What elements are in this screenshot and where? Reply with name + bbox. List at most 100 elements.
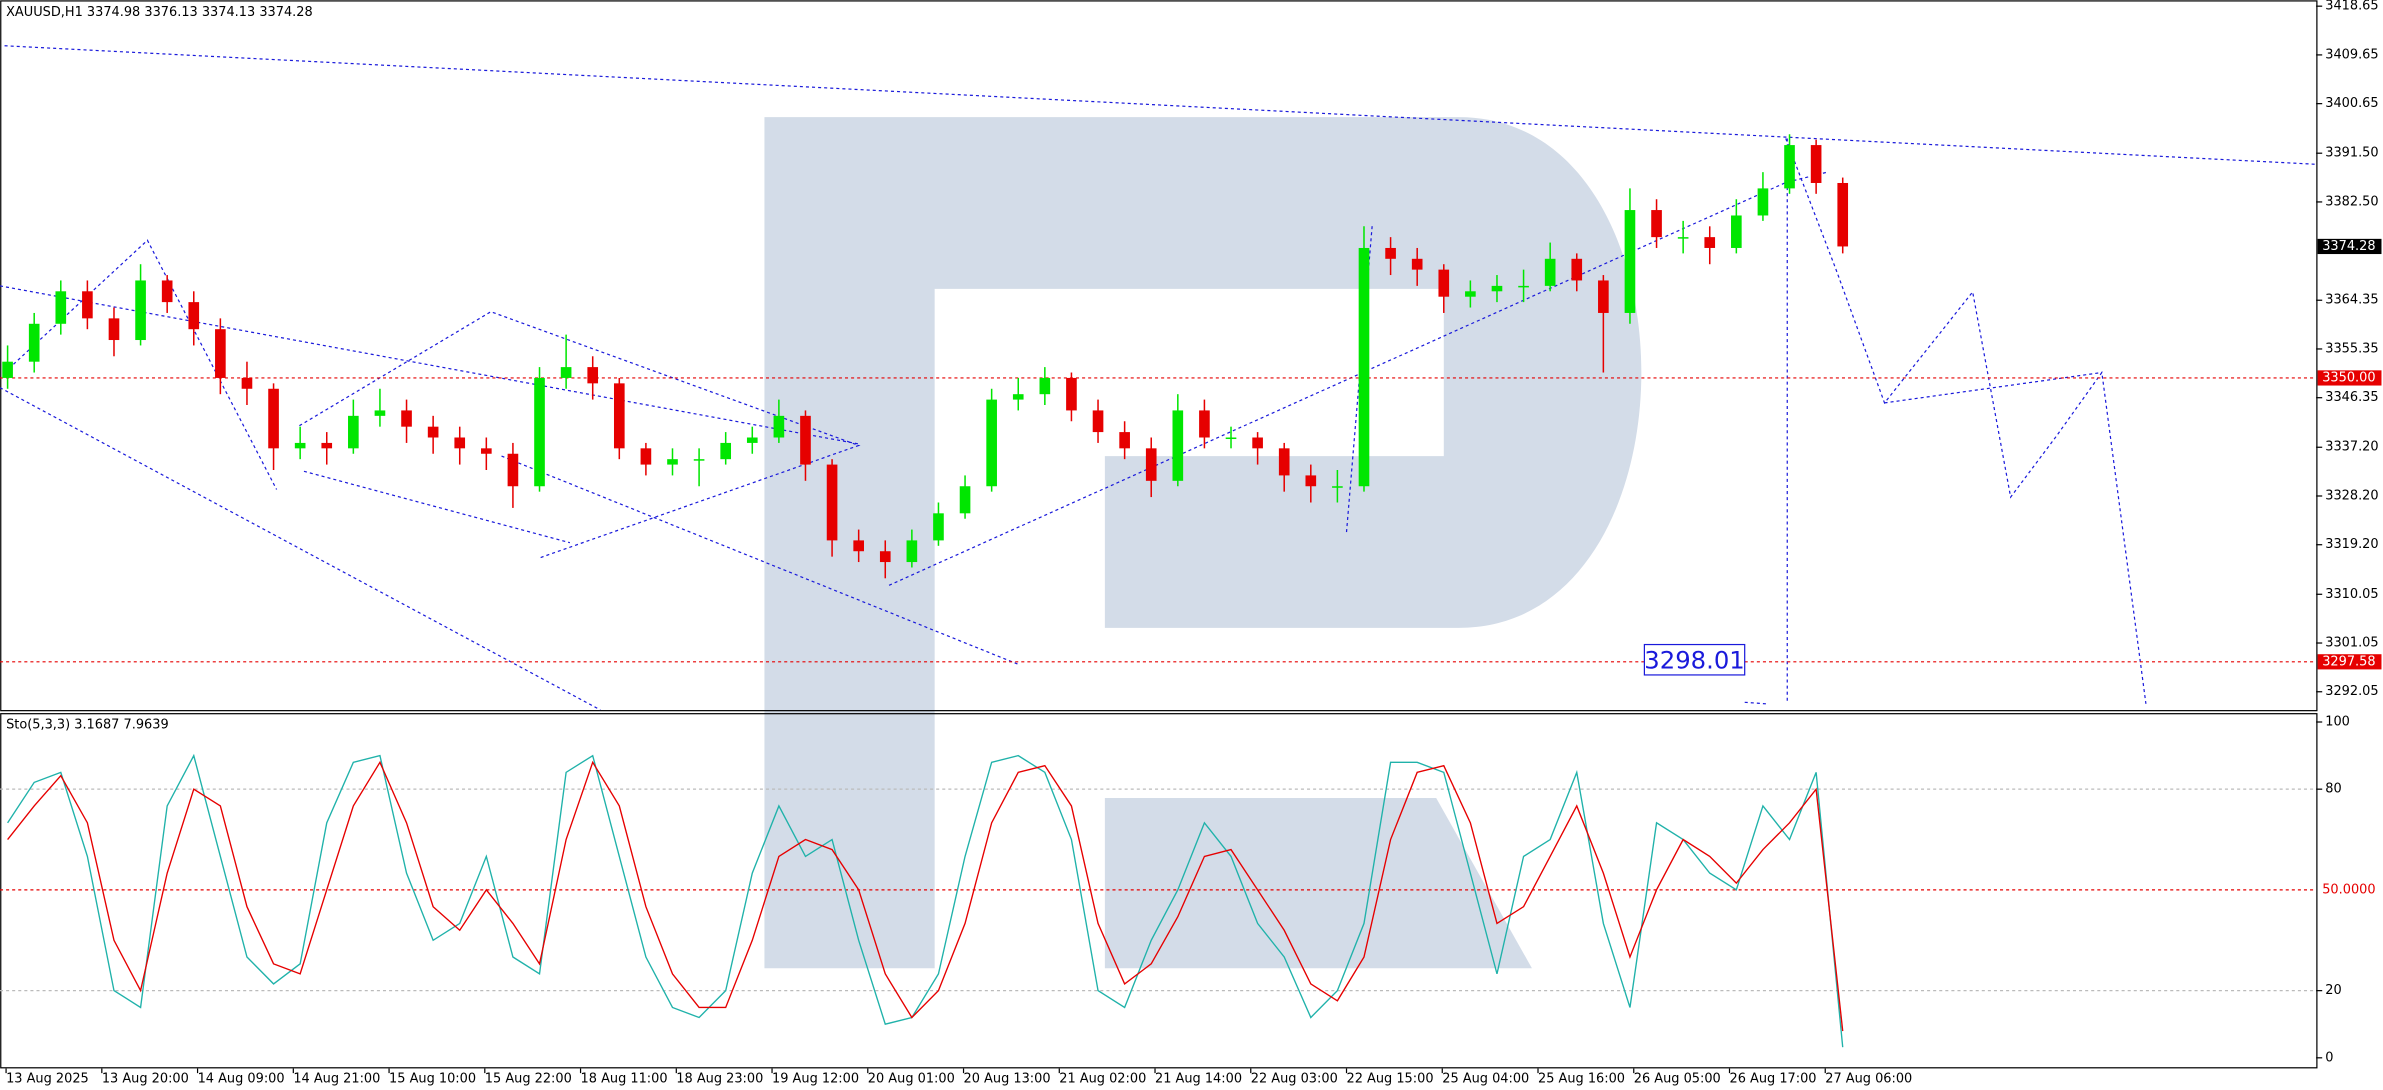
y-tick-label: 3382.50 — [2325, 194, 2378, 209]
x-tick-label: 20 Aug 13:00 — [964, 1072, 1051, 1087]
candle-body — [161, 280, 173, 303]
level-label-box — [2317, 370, 2382, 386]
price-panel — [0, 0, 2318, 712]
y-tick-label: 3337.20 — [2325, 440, 2378, 455]
candle-body — [613, 383, 625, 449]
watermark-leg — [1104, 798, 1532, 969]
candle-body — [1757, 188, 1769, 216]
y-tick-label: 3391.50 — [2325, 146, 2378, 161]
candle-body — [1651, 210, 1662, 238]
candle-body — [587, 367, 599, 384]
x-tick-label: 15 Aug 22:00 — [485, 1072, 572, 1087]
candle-body — [1624, 210, 1636, 313]
x-tick-label: 14 Aug 09:00 — [198, 1072, 285, 1087]
candle-body — [906, 540, 918, 563]
x-tick-label: 26 Aug 05:00 — [1634, 1072, 1721, 1087]
candle-body — [1092, 410, 1104, 433]
candle-body — [1491, 285, 1503, 292]
candle-body — [1438, 269, 1450, 297]
candle-body — [1518, 285, 1529, 288]
annotation: 3298.01 — [1644, 645, 1744, 674]
candle-body — [401, 410, 412, 427]
trend-line — [299, 311, 861, 559]
candle-body — [1012, 394, 1024, 400]
candle-body — [55, 291, 67, 324]
candle-body — [1172, 410, 1184, 481]
x-tick-label: 21 Aug 14:00 — [1155, 1072, 1242, 1087]
trend-line — [4, 45, 2317, 165]
candle-body — [667, 459, 678, 465]
candle-body — [959, 486, 971, 514]
x-tick-label: 13 Aug 20:00 — [102, 1072, 189, 1087]
y-tick-label: 3409.65 — [2325, 47, 2378, 62]
candle-body — [1810, 145, 1822, 183]
y-tick-label: 3355.35 — [2325, 341, 2378, 356]
candle-body — [1731, 215, 1742, 248]
candle-body — [108, 318, 120, 341]
candle-body — [640, 448, 652, 465]
candle-body — [693, 459, 705, 461]
candle-body — [1332, 486, 1343, 488]
current-price-box — [2317, 238, 2382, 255]
indicator-header: Sto(5,3,3) 3.1687 7.9639 — [6, 718, 169, 733]
forecast-line — [1785, 138, 2147, 704]
candle-body — [188, 302, 200, 330]
level-label: 3350.00 — [2322, 370, 2375, 385]
stochastic-line — [7, 753, 1844, 1048]
y-tick-label: 3364.35 — [2325, 293, 2378, 308]
x-tick-label: 14 Aug 21:00 — [293, 1072, 380, 1087]
candle-body — [1252, 437, 1263, 449]
candle-body — [1677, 237, 1689, 239]
watermark-logo — [764, 117, 1642, 969]
candle-body — [374, 410, 386, 416]
candle-body — [1704, 237, 1716, 248]
candle-body — [507, 453, 519, 487]
x-tick-label: 18 Aug 11:00 — [581, 1072, 668, 1087]
x-tick-label: 15 Aug 10:00 — [389, 1072, 476, 1087]
x-tick-label: 26 Aug 17:00 — [1729, 1072, 1816, 1087]
candle-body — [1385, 247, 1396, 259]
candle-body — [986, 399, 997, 487]
y-tick-label: 3346.35 — [2325, 390, 2378, 405]
candle-body — [321, 442, 333, 449]
candle-body — [1358, 247, 1370, 487]
x-tick-label: 22 Aug 15:00 — [1347, 1072, 1434, 1087]
candle-body — [215, 329, 226, 378]
y-tick-label: 3328.20 — [2325, 488, 2378, 503]
signal-level-box — [2317, 882, 2382, 898]
candle-body — [1571, 258, 1583, 281]
candle-body — [720, 442, 732, 460]
y-tick-label: 3319.20 — [2325, 537, 2378, 552]
candle-body — [348, 415, 359, 449]
chart-header: XAUUSD,H1 3374.98 3376.13 3374.13 3374.2… — [6, 5, 313, 20]
candle-body — [1465, 291, 1476, 297]
candle-body — [826, 464, 838, 541]
level-label: 3297.58 — [2322, 654, 2375, 669]
candle-body — [1066, 377, 1077, 411]
candle-body — [1225, 437, 1237, 440]
y-tick-label: 3310.05 — [2325, 587, 2378, 602]
x-tick-label: 13 Aug 2025 — [6, 1072, 89, 1087]
trend-line — [0, 285, 859, 445]
x-tick-label: 27 Aug 06:00 — [1825, 1072, 1912, 1087]
trend-lines — [0, 45, 2317, 711]
stochastic-line — [7, 760, 1844, 1032]
candle-body — [800, 415, 811, 465]
candle-body — [773, 415, 785, 438]
candle-body — [1411, 258, 1423, 270]
y-tick-label: 0 — [2325, 1050, 2333, 1065]
x-tick-label: 18 Aug 23:00 — [676, 1072, 763, 1087]
candle-body — [534, 377, 545, 487]
forecast-line — [1884, 371, 2102, 404]
annotation-box — [1643, 643, 1746, 676]
y-tick-label: 3301.05 — [2325, 636, 2378, 651]
candle-body — [135, 280, 146, 341]
stochastic-panel — [0, 713, 2318, 1069]
candle-body — [933, 513, 944, 541]
candle-body — [1784, 145, 1795, 189]
trend-line — [0, 387, 601, 711]
x-tick-label: 22 Aug 03:00 — [1251, 1072, 1338, 1087]
candle-body — [1544, 258, 1556, 286]
candle-body — [268, 388, 279, 449]
candle-body — [2, 361, 13, 378]
